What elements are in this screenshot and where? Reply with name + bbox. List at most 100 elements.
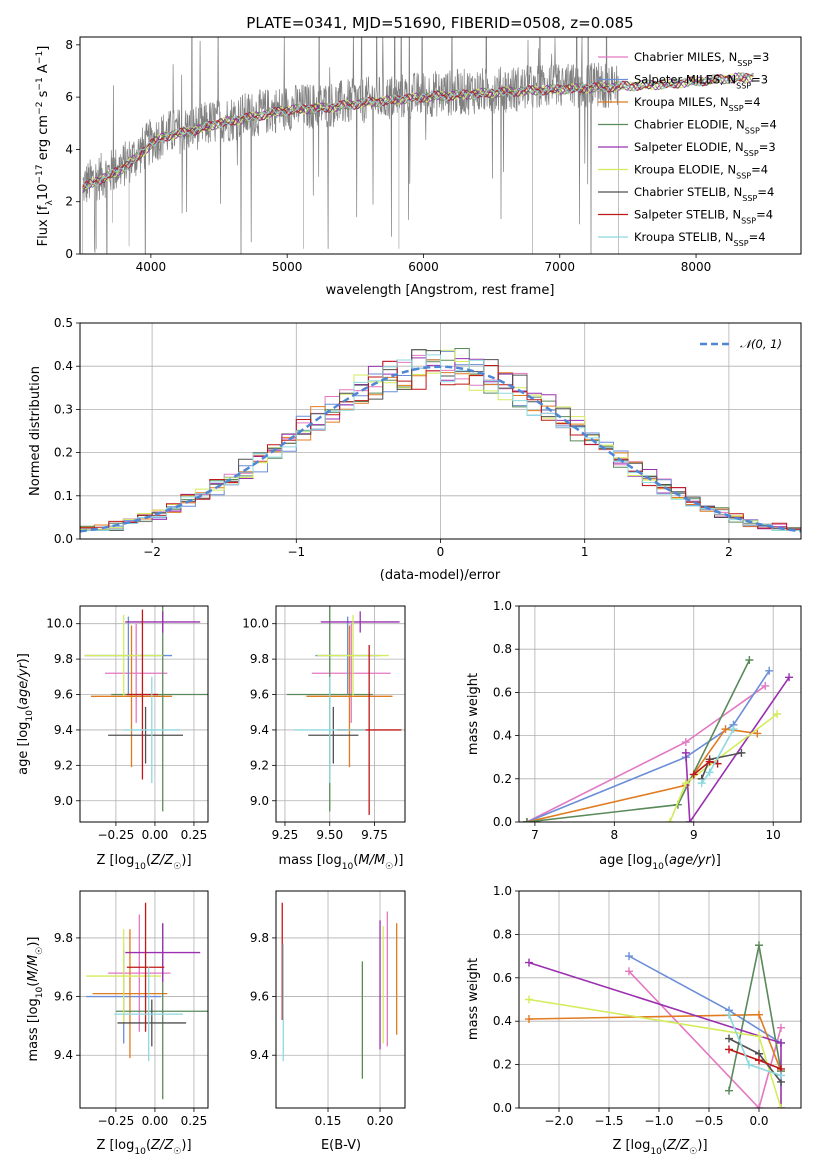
mass-weight-marker [777,1038,785,1047]
x-tick-label: 4000 [136,260,167,274]
y-tick-label: 0.2 [493,772,512,786]
plot-area [519,891,801,1108]
x-tick-label: 0.25 [181,1114,208,1128]
y-tick-label: 0.8 [493,927,512,941]
mass-weight-marker [721,725,730,734]
x-axis-label: mass [log10(M/M☉)] [279,853,404,872]
mass-weight-marker [689,770,698,779]
y-tick-label: 0.2 [493,1058,512,1072]
y-tick-label: 0.0 [493,1101,512,1115]
x-tick-label: 0.00 [142,1114,169,1128]
y-tick-label: 10.0 [46,617,73,631]
y-tick-label: 4 [65,142,73,156]
y-axis-label: Flux [fλ10−17 erg cm−2 s−1 A−1] [35,46,55,247]
mass-weight-marker [761,681,770,690]
y-tick-label: 8 [65,38,73,52]
x-tick-label: 1 [581,545,589,559]
y-tick-label: 9.6 [250,688,269,702]
y-axis-label: mass weight [466,673,481,755]
legend-label: Salpeter STELIB, NSSP=4 [634,208,773,226]
x-tick-label: 10 [766,828,781,842]
y-tick-label: 0.1 [54,489,73,503]
chart-residuals: −2 −1 0 1 2 0.0 0.1 0.2 0.3 0.4 0.5 𝒩(0, 1) (data-mo… [28,316,802,583]
y-tick-label: 0.2 [54,446,73,460]
y-axis-label: Normed distribution [28,366,43,496]
axes-frame [79,605,209,823]
y-tick-label: 9.0 [54,794,73,808]
y-tick-label: 9.2 [54,758,73,772]
y-axis-label: age [log10(age/yr)] [16,653,35,775]
plot-area [80,323,801,539]
x-tick-label: 2 [725,545,733,559]
x-axis-label: age [log10(age/yr)] [599,853,721,872]
y-tick-label: 0.5 [54,316,73,330]
y-tick-label: 2 [65,195,73,209]
mass-weight-marker [773,710,782,718]
y-axis-label: mass weight [466,958,481,1040]
mass-weight-marker [522,818,531,822]
chart-age_mass: 9.25 9.50 9.75 9.0 9.2 9.4 9.6 9.8 10.0 mass [log… [242,605,406,872]
mass-weight-marker [753,729,762,738]
legend-label: Salpeter ELODIE, NSSP=3 [634,140,776,158]
x-tick-label: −0.5 [694,1114,723,1128]
mass-weight-marker [777,1104,785,1108]
y-tick-label: 0.6 [493,685,512,699]
mass-weight-marker [725,1010,733,1019]
x-tick-label: 8000 [681,260,712,274]
figure-title: PLATE=0341, MJD=51690, FIBERID=0508, z=0… [246,14,633,32]
axes-frame [518,605,802,823]
plot-area [519,606,801,822]
y-tick-label: 0.3 [54,402,73,416]
y-tick-label: 9.0 [250,794,269,808]
plot-area [276,891,405,1108]
x-tick-label: 8 [611,828,619,842]
mass-weight-line [526,728,758,822]
chart-age_Z: −0.25 0.00 0.25 9.0 9.2 9.4 9.6 9.8 10.0 Z [log10… [16,605,209,872]
mass-weight-marker [765,666,774,675]
mass-weight-line [728,945,782,1091]
y-tick-label: 9.8 [250,931,269,945]
y-tick-label: 9.6 [250,990,269,1004]
x-axis-label: (data-model)/error [380,568,501,583]
mass-weight-marker [755,1056,763,1065]
plot-area [276,606,405,822]
mass-weight-line [628,970,782,1108]
mass-weight-marker [705,757,714,766]
mass-weight-marker [697,779,706,788]
y-tick-label: 0.4 [54,359,73,373]
y-tick-label: 9.6 [54,688,73,702]
mass-weight-line [628,955,782,1044]
legend-label: Kroupa MILES, NSSP=4 [634,95,761,113]
x-tick-label: −1 [287,545,305,559]
y-tick-label: 6 [65,90,73,104]
mass-weight-marker [755,941,763,950]
y-tick-label: 9.8 [250,652,269,666]
normal-curve [80,365,801,533]
axes-frame [518,890,802,1109]
x-tick-label: −1.5 [594,1114,623,1128]
chart-mass_Z: −0.25 0.00 0.25 9.4 9.6 9.8 Z [log10(Z/Z☉)] mas… [26,890,209,1157]
chart-mass_weight_Z: −2.0 −1.5 −1.0 −0.5 0.0 0.0 0.2 0.4 0.6 0.8 1.0 Z [… [466,884,802,1157]
x-tick-label: 0.20 [367,1114,394,1128]
x-tick-label: 0.25 [181,828,208,842]
y-tick-label: 9.2 [250,758,269,772]
y-tick-label: 0.6 [493,971,512,985]
x-tick-label: −0.25 [98,1114,135,1128]
x-tick-label: −2.0 [544,1114,573,1128]
axes-frame [79,36,802,255]
y-tick-label: 9.8 [54,931,73,945]
plot-area [82,37,754,254]
x-axis-label: Z [log10(Z/Z☉)] [612,1138,707,1157]
chart-mass_ebv: 0.15 0.20 9.4 9.6 9.8 E(B-V) [250,890,406,1153]
mass-weight-marker [777,1023,785,1032]
plot-area [80,891,208,1108]
x-tick-label: −1.0 [644,1114,673,1128]
y-tick-label: 0 [65,247,73,261]
x-tick-label: −0.25 [98,828,135,842]
mass-weight-line [526,685,766,822]
legend-label: Salpeter MILES, NSSP=3 [634,73,768,91]
y-tick-label: 10.0 [242,617,269,631]
mass-weight-marker [777,1071,785,1080]
mass-weight-marker [685,818,694,822]
